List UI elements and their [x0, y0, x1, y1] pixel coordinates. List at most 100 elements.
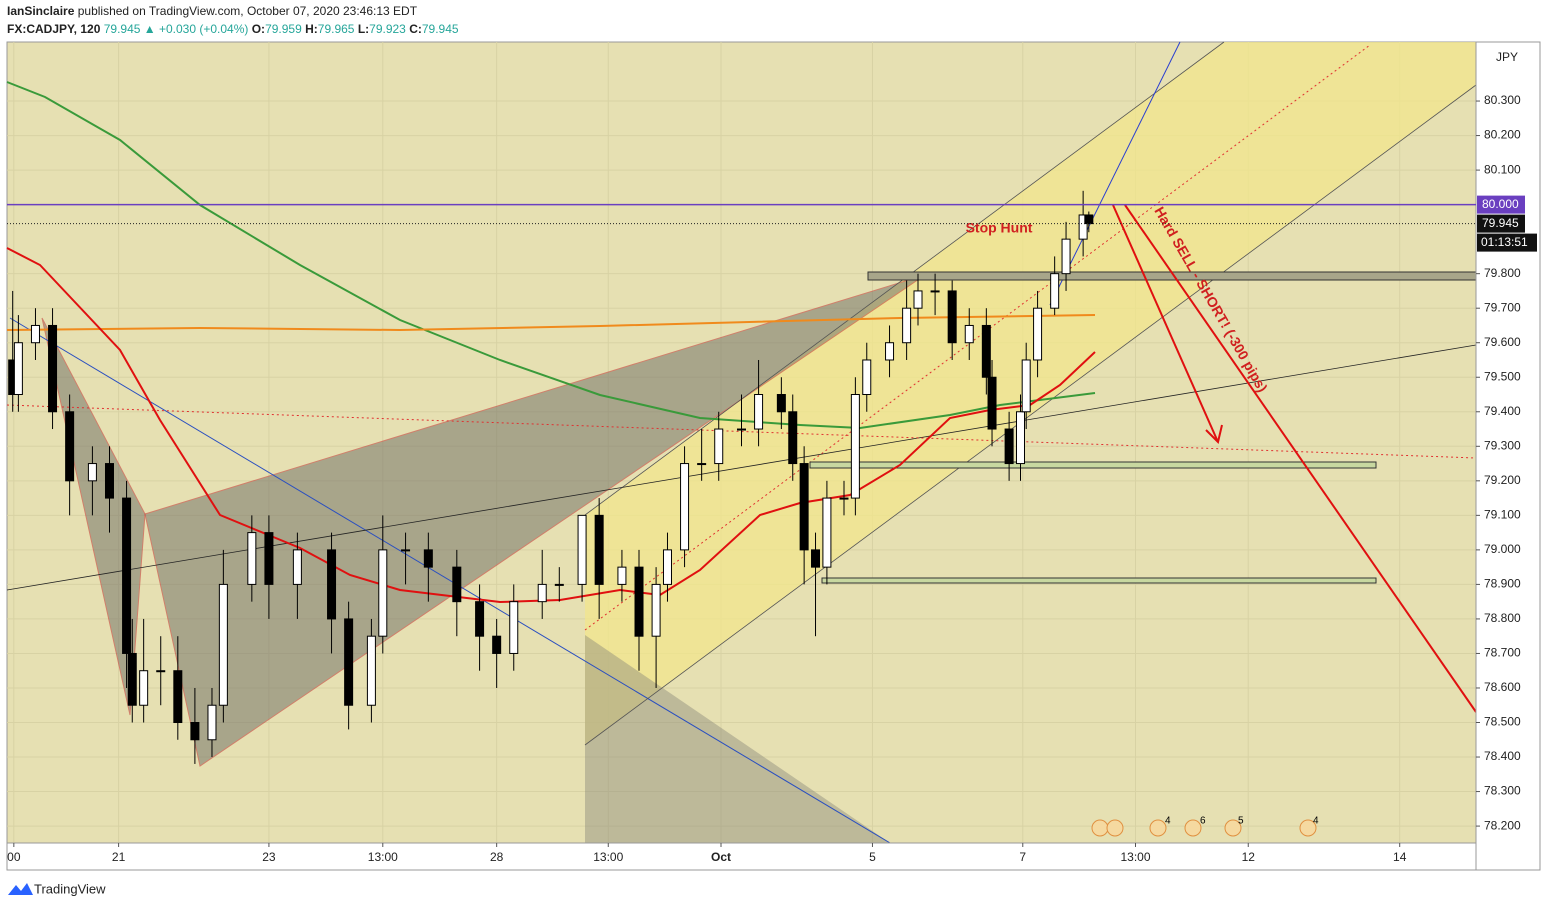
y-tick-label: 78.500: [1484, 715, 1521, 729]
candle-body: [423, 549, 433, 568]
candle-body: [964, 324, 974, 344]
last-price-label: 79.945: [1482, 216, 1519, 230]
trend-line: [9, 317, 891, 844]
y-tick-label: 79.200: [1484, 473, 1521, 487]
candle-body: [930, 290, 940, 293]
last-price-box: [1477, 214, 1525, 233]
currency: JPY: [1496, 50, 1518, 64]
events: 4 6 5 4: [1091, 816, 1319, 837]
candle-body: [799, 463, 809, 551]
candle-body: [1033, 307, 1043, 361]
y-tick-label: 79.300: [1484, 438, 1521, 452]
y-tick-label: 79.500: [1484, 369, 1521, 383]
gray-zone: [585, 635, 890, 843]
o-value: 79.959: [265, 22, 302, 36]
candle-body: [156, 670, 166, 673]
y-tick-label: 79.100: [1484, 508, 1521, 522]
candle-body: [1021, 359, 1031, 413]
y-tick-label: 78.600: [1484, 680, 1521, 694]
candle-body: [788, 411, 798, 465]
blue-line: [1049, 41, 1181, 306]
candle-body: [127, 652, 137, 706]
candle-body: [617, 566, 627, 585]
logo: [8, 883, 33, 895]
y-tick-label: 79.800: [1484, 266, 1521, 280]
wedge: [144, 274, 926, 767]
candle-body: [264, 532, 274, 585]
candle-body: [839, 497, 849, 500]
x-tick-label: 5: [869, 850, 876, 864]
x-tick-label: 13:00: [1120, 850, 1150, 864]
candle-body: [662, 549, 672, 585]
y-tick-label: 78.700: [1484, 646, 1521, 660]
x-tick-label: 13:00: [593, 850, 623, 864]
l-label: L:: [358, 22, 369, 36]
x-tick-label: 13:00: [368, 850, 398, 864]
candle-body: [492, 635, 502, 654]
price-label: 80.000: [1482, 197, 1519, 211]
y-tick-label: 78.800: [1484, 611, 1521, 625]
candle-body: [139, 670, 149, 706]
candle-body: [651, 583, 661, 637]
candle-body: [173, 670, 183, 724]
candle-body: [1084, 214, 1094, 225]
event: [1184, 819, 1202, 837]
o-label: O:: [252, 22, 265, 36]
candle-body: [247, 532, 257, 585]
author-name: IanSinclaire: [7, 4, 75, 18]
candle-body: [475, 601, 485, 637]
candle-body: [1061, 238, 1071, 275]
candle-body: [634, 566, 644, 637]
candle-body: [366, 635, 376, 706]
event-count: 4: [1313, 816, 1319, 827]
y-tick-label: 80.200: [1484, 128, 1521, 142]
y-tick-label: 79.700: [1484, 300, 1521, 314]
countdown: 01:13:51: [1481, 235, 1528, 249]
footer-brand: TradingView: [34, 881, 106, 896]
candle-body: [822, 497, 832, 568]
candle-body: [902, 307, 912, 344]
event-count: 4: [1165, 816, 1171, 827]
h-value: 79.965: [318, 22, 355, 36]
x-tick-label: 28: [490, 850, 504, 864]
y-tick-label: 78.900: [1484, 577, 1521, 591]
candle-body: [30, 324, 40, 344]
candle-body: [862, 359, 872, 396]
y-tick-label: 78.200: [1484, 818, 1521, 832]
candle-body: [104, 463, 114, 499]
x-tick-label: 7: [1019, 850, 1026, 864]
candle-body: [697, 463, 707, 466]
candle-body: [344, 618, 354, 706]
symbol: FX:CADJPY, 120: [7, 22, 101, 36]
candle-body: [737, 428, 746, 431]
candle-body: [913, 290, 923, 309]
x-tick-label: 21: [112, 850, 126, 864]
event: [1224, 819, 1242, 837]
last: 79.945: [104, 22, 141, 36]
candle-body: [190, 722, 200, 741]
zone: [809, 461, 1377, 469]
c-label: C:: [409, 22, 422, 36]
candles: [8, 190, 1094, 764]
annotation: Stop Hunt: [966, 220, 1033, 236]
channel-mid: [584, 44, 1371, 631]
arrow-head: [1205, 424, 1223, 444]
c-value: 79.945: [422, 22, 459, 36]
candle-body: [122, 497, 132, 654]
y-tick-label: 80.300: [1484, 93, 1521, 107]
x-tick-label: 23: [262, 850, 276, 864]
published: published on TradingView.com, October 07…: [78, 4, 418, 18]
y-tick-label: 79.400: [1484, 404, 1521, 418]
x-tick-label: 14: [1393, 850, 1407, 864]
x-tick-label: 12: [1242, 850, 1256, 864]
candle-body: [48, 324, 58, 413]
candle-body: [1078, 214, 1088, 240]
change: ▲ +0.030 (+0.04%): [144, 22, 249, 36]
event-count: 6: [1200, 816, 1206, 827]
y-tick-label: 79.600: [1484, 335, 1521, 349]
l-value: 79.923: [369, 22, 406, 36]
ma-green: [6, 81, 1096, 430]
candle-body: [811, 549, 821, 568]
event: [1299, 819, 1317, 837]
